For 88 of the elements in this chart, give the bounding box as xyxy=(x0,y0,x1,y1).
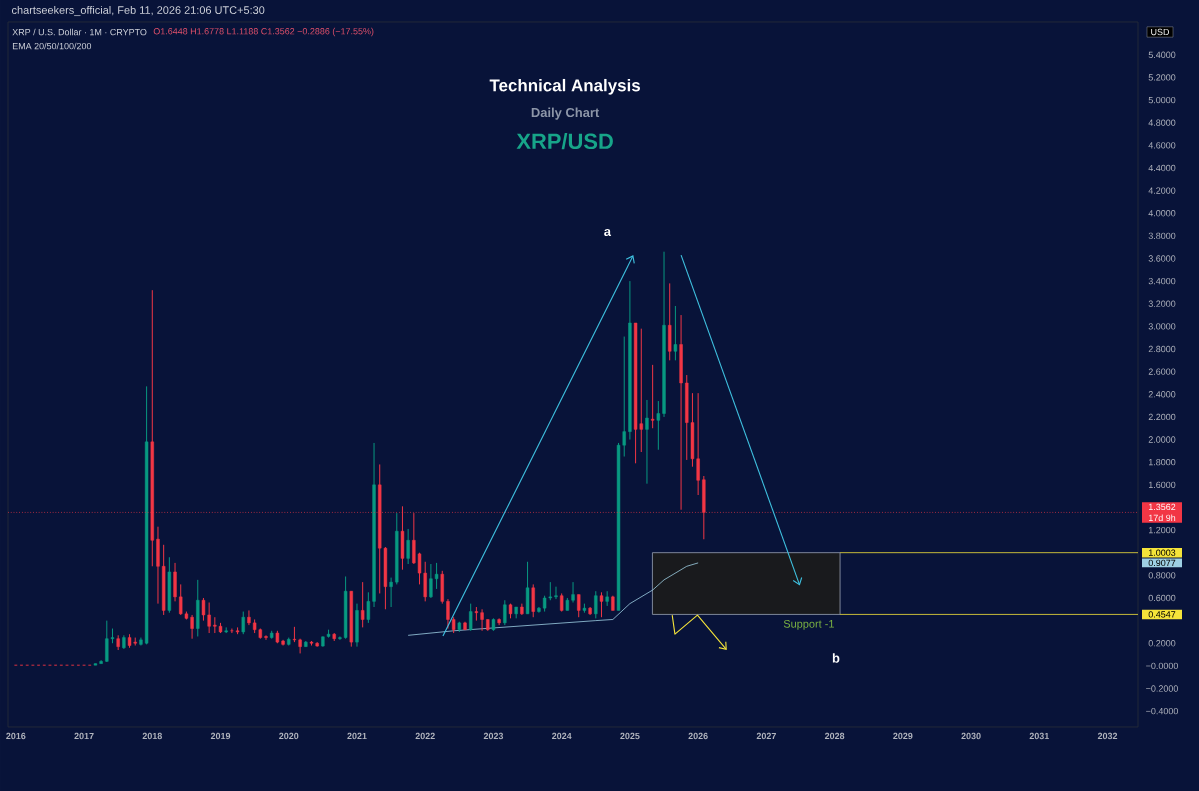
candlestick xyxy=(446,598,450,630)
annotation: XRP/USD xyxy=(516,132,613,150)
candlestick xyxy=(554,586,558,600)
x-tick-label: 2016 xyxy=(6,732,26,740)
x-tick-label: 2023 xyxy=(483,732,504,740)
candlestick xyxy=(503,599,507,626)
annotation: O1.6448 H1.6778 L1.1188 C1.3562 −0.2886 (−17.55%) xyxy=(153,27,374,37)
y-tick-label: 3.4000 xyxy=(1148,277,1176,285)
candlestick xyxy=(656,400,661,451)
candlestick xyxy=(241,611,245,635)
candlestick xyxy=(480,608,484,632)
y-tick-label: 3.2000 xyxy=(1148,300,1176,307)
candlestick xyxy=(650,364,655,429)
y-tick-label: 3.8000 xyxy=(1148,232,1176,240)
y-tick-label: 2.0000 xyxy=(1148,436,1176,443)
y-tick-label: −0.4000 xyxy=(1146,707,1178,715)
x-tick-label: 2031 xyxy=(1029,732,1049,740)
annotation: a xyxy=(604,228,612,237)
candlestick xyxy=(429,563,433,599)
annotation: EMA 20/50/100/200 xyxy=(12,42,92,50)
y-tick-label: 0.8000 xyxy=(1148,572,1176,579)
candlestick xyxy=(230,628,234,634)
candlestick xyxy=(599,591,604,618)
x-tick-label: 2020 xyxy=(279,732,299,740)
y-axis-title: USD xyxy=(1151,28,1170,36)
y-tick-label: 2.4000 xyxy=(1148,391,1176,398)
y-tick-label: 5.0000 xyxy=(1148,96,1176,104)
x-tick-label: 2018 xyxy=(142,732,162,740)
y-tick-label: 2.6000 xyxy=(1148,368,1176,375)
y-tick-label: 4.4000 xyxy=(1148,164,1176,172)
x-tick-label: 2017 xyxy=(74,732,94,740)
y-tick-label: 1.2000 xyxy=(1148,526,1176,534)
y-tick-label: 4.8000 xyxy=(1148,119,1176,126)
text: Daily Chart xyxy=(531,107,600,120)
x-tick-label: 2025 xyxy=(620,732,640,740)
candlestick xyxy=(594,590,598,619)
ref-line-label: 0.4547 xyxy=(1148,611,1176,618)
band-label: Support -1 xyxy=(783,619,834,630)
y-tick-label: −0.0000 xyxy=(1146,662,1178,670)
x-tick-label: 2028 xyxy=(824,732,845,740)
candlestick xyxy=(389,577,393,608)
y-tick-label: 0.6000 xyxy=(1148,594,1176,602)
candlestick xyxy=(366,591,371,624)
annotation: XRP / U.S. Dollar · 1M · CRYPTO xyxy=(12,28,147,36)
candlestick xyxy=(645,399,649,485)
text: chartseekers_official, Feb 11, 2026 21:06 UTC+5:30 xyxy=(12,5,265,17)
x-tick-label: 2030 xyxy=(961,732,981,740)
ref-line-label: 1.3562 xyxy=(1148,503,1176,511)
y-tick-label: 4.2000 xyxy=(1148,187,1176,194)
text: 17d 9h xyxy=(1148,514,1176,522)
candlestick xyxy=(264,634,268,641)
candlestick xyxy=(577,594,581,618)
y-tick-label: 5.4000 xyxy=(1148,51,1176,58)
text: 0.9077 xyxy=(1148,559,1176,567)
line-series xyxy=(407,562,699,636)
y-tick-label: 4.0000 xyxy=(1148,210,1176,217)
x-tick-label: 2019 xyxy=(210,732,231,740)
x-tick-label: 2032 xyxy=(1097,732,1118,740)
candlestick xyxy=(247,609,251,626)
x-tick-label: 2027 xyxy=(756,732,776,740)
candlestick xyxy=(531,583,535,618)
ref-line-label: 1.0003 xyxy=(1148,549,1176,556)
annotation: b xyxy=(832,653,840,663)
candlestick xyxy=(360,581,365,628)
candlestick xyxy=(406,528,410,565)
y-tick-label: 4.6000 xyxy=(1148,142,1176,149)
y-tick-label: 1.8000 xyxy=(1148,459,1176,466)
candlestick xyxy=(559,592,564,613)
candlestick xyxy=(434,562,439,590)
y-tick-label: 0.2000 xyxy=(1148,640,1176,647)
x-tick-label: 2029 xyxy=(893,732,913,740)
x-tick-label: 2024 xyxy=(552,732,572,740)
y-tick-label: 3.6000 xyxy=(1148,255,1176,262)
y-tick-label: 2.8000 xyxy=(1148,345,1176,353)
candlestick xyxy=(571,581,575,604)
candlestick xyxy=(469,603,473,632)
y-tick-label: 3.0000 xyxy=(1148,323,1176,330)
y-tick-label: 2.2000 xyxy=(1148,413,1176,421)
candlestick xyxy=(190,614,194,640)
candlestick xyxy=(338,635,342,641)
y-tick-label: −0.2000 xyxy=(1146,685,1178,692)
text: Technical Analysis xyxy=(489,78,640,95)
x-tick-label: 2021 xyxy=(347,732,367,740)
x-tick-label: 2022 xyxy=(415,732,435,740)
y-tick-label: 5.2000 xyxy=(1148,74,1176,81)
candlestick xyxy=(673,305,678,361)
x-tick-label: 2026 xyxy=(688,732,708,740)
y-tick-label: 1.6000 xyxy=(1148,481,1176,488)
